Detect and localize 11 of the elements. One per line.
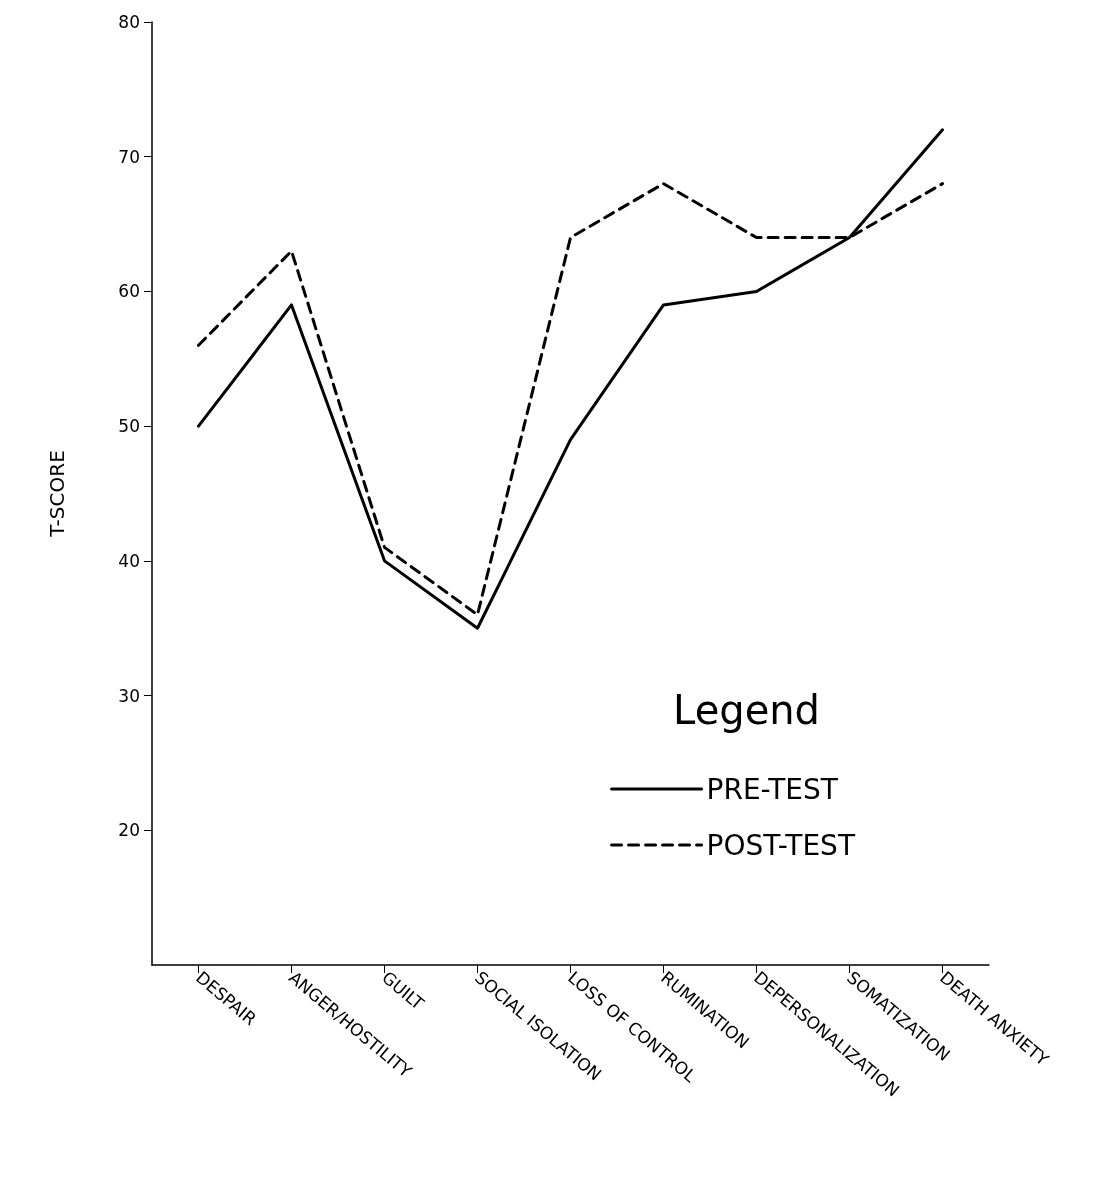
y-tick-label: 20	[118, 820, 140, 841]
y-tick-label: 80	[118, 12, 140, 32]
legend-title: Legend	[673, 687, 820, 733]
y-tick-label: 30	[118, 685, 140, 706]
y-tick-label: 50	[118, 416, 140, 437]
legend-label: POST-TEST	[706, 828, 856, 862]
legend-label: PRE-TEST	[706, 772, 839, 806]
y-tick-label: 60	[118, 281, 140, 302]
y-tick-label: 70	[118, 146, 140, 167]
y-axis-title: T-SCORE	[45, 450, 69, 538]
y-tick-label: 40	[118, 550, 140, 571]
